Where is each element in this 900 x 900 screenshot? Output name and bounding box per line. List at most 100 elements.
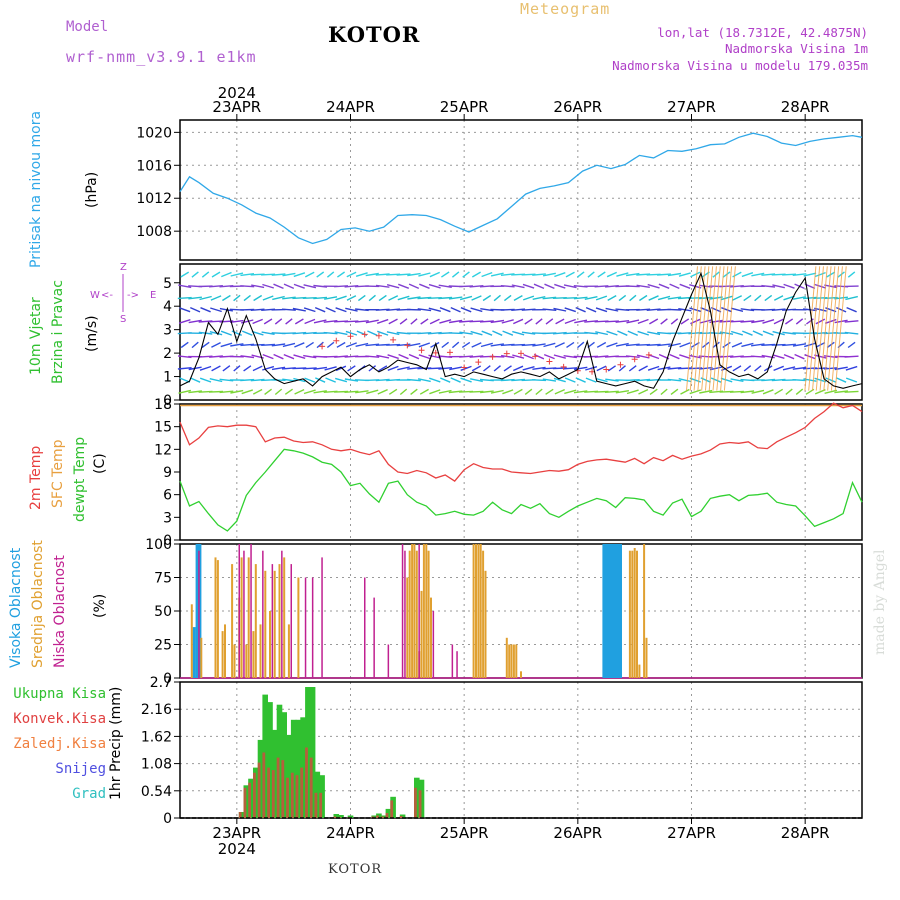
wind-barb xyxy=(199,377,212,383)
precip-total-bar xyxy=(305,687,311,818)
wind-barb xyxy=(618,365,626,372)
temp-unit-label: (C) xyxy=(92,453,108,474)
wind-barb xyxy=(503,294,512,302)
ytick-label: 50 xyxy=(154,604,172,620)
gust-marker xyxy=(404,342,411,349)
wind-barb xyxy=(492,330,503,336)
cloud-bar xyxy=(216,560,219,678)
wind-barb xyxy=(740,390,755,394)
precip-bars xyxy=(238,687,425,818)
wind-barb xyxy=(824,318,837,324)
wind-barb xyxy=(762,319,775,324)
wind-barb xyxy=(326,271,335,278)
wind-barb xyxy=(303,307,316,313)
precip-axis-label: 1hr Precip (mm) xyxy=(108,686,124,800)
wind-barb xyxy=(253,294,263,302)
wind-barb xyxy=(732,365,742,372)
ytick-label: 4 xyxy=(163,299,172,315)
wind-barb xyxy=(243,365,252,372)
pressure-unit-label: (hPa) xyxy=(84,171,100,208)
wind-barb xyxy=(179,307,191,313)
panel-frame xyxy=(179,403,863,541)
wind-barb xyxy=(824,284,838,289)
storm-barb xyxy=(697,266,710,391)
gust-marker xyxy=(432,349,439,356)
wind-barb xyxy=(480,390,494,394)
year-label-bottom: 2024 xyxy=(218,840,256,858)
wind-barb xyxy=(285,318,293,325)
wind-barb xyxy=(667,367,682,370)
wind-barb xyxy=(292,331,307,335)
wind-barb xyxy=(667,272,682,277)
day-label-bottom: 27APR xyxy=(667,824,716,842)
wind-barb xyxy=(814,377,827,383)
wind-barb xyxy=(699,389,713,394)
precip-conv-bar xyxy=(385,813,389,818)
wind-barb xyxy=(490,389,504,394)
cloud-panel-label-1: Visoka Oblacnost xyxy=(8,547,24,668)
wind-barb xyxy=(606,271,617,278)
wind-barb xyxy=(233,365,241,372)
cloud-bar xyxy=(645,637,648,678)
wind-barb xyxy=(429,318,440,325)
wind-barb xyxy=(782,366,796,371)
wind-barb xyxy=(679,354,691,360)
wind-barb xyxy=(448,390,463,394)
wind-barb xyxy=(240,355,255,359)
wind-barb xyxy=(743,365,752,372)
wind-barb xyxy=(585,366,598,371)
cloud-bar xyxy=(425,544,428,678)
wind-barb xyxy=(585,377,597,383)
wind-barb xyxy=(804,354,816,360)
wind-barb xyxy=(294,342,305,348)
dir-s: S xyxy=(120,314,126,325)
day-label-top: 27APR xyxy=(667,98,716,116)
wind-barb xyxy=(699,319,712,324)
cloud-bar xyxy=(233,644,236,678)
ytick-label: 1.62 xyxy=(141,729,172,745)
ytick-label: 3 xyxy=(163,510,172,526)
cloud-bar xyxy=(254,564,257,678)
wind-barb xyxy=(462,271,470,278)
wind-barb xyxy=(347,365,356,372)
wind-barb xyxy=(563,297,578,299)
cloud-unit-label: (%) xyxy=(92,593,108,618)
wind-barb xyxy=(595,377,608,383)
wind-barb xyxy=(344,390,359,393)
wind-barb xyxy=(365,343,380,347)
wind-barb xyxy=(355,390,369,394)
wind-barb xyxy=(689,307,702,313)
wind-barb xyxy=(596,365,607,372)
dir-e: E xyxy=(150,290,156,301)
wind-barb xyxy=(261,343,276,346)
precip-conv-bar xyxy=(390,800,394,818)
wind-barb xyxy=(417,378,431,383)
wind-barb xyxy=(657,295,671,301)
wind-barb xyxy=(542,308,557,311)
gust-marker xyxy=(475,359,482,366)
wind-barb xyxy=(461,341,471,348)
precip-total-bar xyxy=(338,815,344,818)
wind-barb xyxy=(438,367,453,370)
wind-barb xyxy=(772,330,785,336)
wind-barb xyxy=(252,388,263,395)
wind-barb xyxy=(471,295,482,301)
wind-barb xyxy=(553,377,566,383)
wind-barb xyxy=(230,272,244,277)
wind-barb xyxy=(378,294,387,302)
wind-barb xyxy=(305,341,314,348)
wind-barb xyxy=(420,318,429,325)
wind-barb xyxy=(638,388,649,395)
wind-barb xyxy=(450,377,461,383)
wind-barb xyxy=(283,283,295,290)
cloud-bar xyxy=(311,577,314,678)
precip-total-bar xyxy=(385,808,392,818)
wind-barb xyxy=(784,318,794,325)
cloud-bar xyxy=(278,564,281,678)
wind-barb xyxy=(792,366,807,370)
gust-marker xyxy=(603,366,610,373)
wind-barb xyxy=(264,388,273,395)
wind-barb xyxy=(282,342,296,348)
wind-barb xyxy=(699,284,713,288)
gust-marker xyxy=(560,363,567,370)
